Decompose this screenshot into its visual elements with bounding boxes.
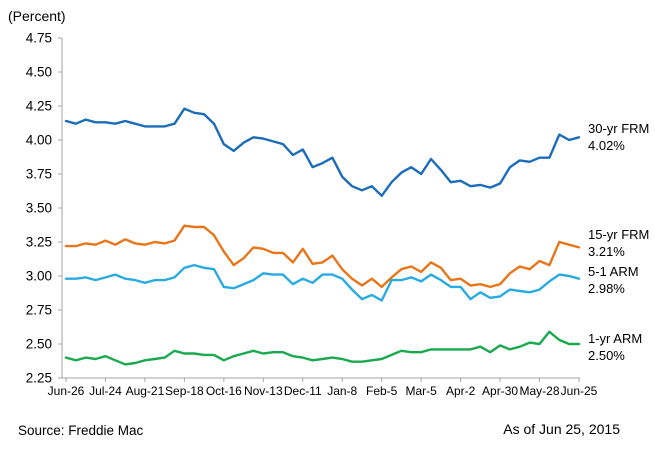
as-of-date: As of Jun 25, 2015 bbox=[503, 421, 620, 437]
series-line-15-yr-frm bbox=[64, 224, 581, 289]
x-tick-label: Jun-26 bbox=[48, 384, 85, 398]
x-tick-label: Dec-11 bbox=[284, 384, 322, 398]
series-value: 2.98% bbox=[588, 281, 625, 296]
series-name: 5-1 ARM bbox=[588, 264, 639, 279]
y-tick-label: 4.00 bbox=[26, 133, 52, 148]
y-tick-label: 2.50 bbox=[26, 337, 52, 352]
y-tick-label: 2.75 bbox=[26, 303, 52, 318]
series-label-5-1-arm: 5-1 ARM 2.98% bbox=[588, 263, 639, 297]
y-tick-label: 4.50 bbox=[26, 65, 52, 80]
x-tick-label: Sep-18 bbox=[165, 384, 204, 398]
y-tick-label: 3.50 bbox=[26, 201, 52, 216]
series-label-30yr-frm: 30-yr FRM 4.02% bbox=[588, 120, 649, 154]
series-label-15yr-frm: 15-yr FRM 3.21% bbox=[588, 226, 649, 260]
series-value: 4.02% bbox=[588, 138, 625, 153]
series-name: 15-yr FRM bbox=[588, 227, 650, 242]
y-tick-label: 4.75 bbox=[26, 31, 52, 46]
series-line-30-yr-frm bbox=[64, 107, 581, 198]
x-tick-label: Nov-13 bbox=[244, 384, 283, 398]
series-name: 1-yr ARM bbox=[588, 331, 643, 346]
series-name: 30-yr FRM bbox=[588, 121, 650, 136]
x-tick-label: Apr-30 bbox=[482, 384, 518, 398]
series-value: 3.21% bbox=[588, 244, 625, 259]
x-tick-label: Mar-5 bbox=[405, 384, 437, 398]
x-tick-label: May-28 bbox=[520, 384, 560, 398]
y-tick-label: 3.25 bbox=[26, 235, 52, 250]
x-tick-label: Apr-2 bbox=[446, 384, 476, 398]
x-tick-label: Jun-25 bbox=[561, 384, 598, 398]
series-value: 2.50% bbox=[588, 348, 625, 363]
y-tick-label: 2.25 bbox=[26, 371, 52, 386]
y-tick-label: 3.75 bbox=[26, 167, 52, 182]
y-axis-unit-label: (Percent) bbox=[8, 8, 66, 24]
y-tick-label: 3.00 bbox=[26, 269, 52, 284]
source-attribution: Source: Freddie Mac bbox=[18, 423, 144, 438]
x-tick-label: Aug-21 bbox=[126, 384, 165, 398]
y-tick-label: 4.25 bbox=[26, 99, 52, 114]
series-line-1-yr-arm bbox=[64, 330, 581, 366]
x-tick-label: Jan-8 bbox=[327, 384, 357, 398]
x-tick-label: Oct-16 bbox=[206, 384, 242, 398]
x-tick-label: Jul-24 bbox=[89, 384, 122, 398]
x-tick-label: Feb-5 bbox=[366, 384, 398, 398]
series-line-5-1-arm bbox=[64, 263, 581, 302]
series-label-1yr-arm: 1-yr ARM 2.50% bbox=[588, 330, 642, 364]
